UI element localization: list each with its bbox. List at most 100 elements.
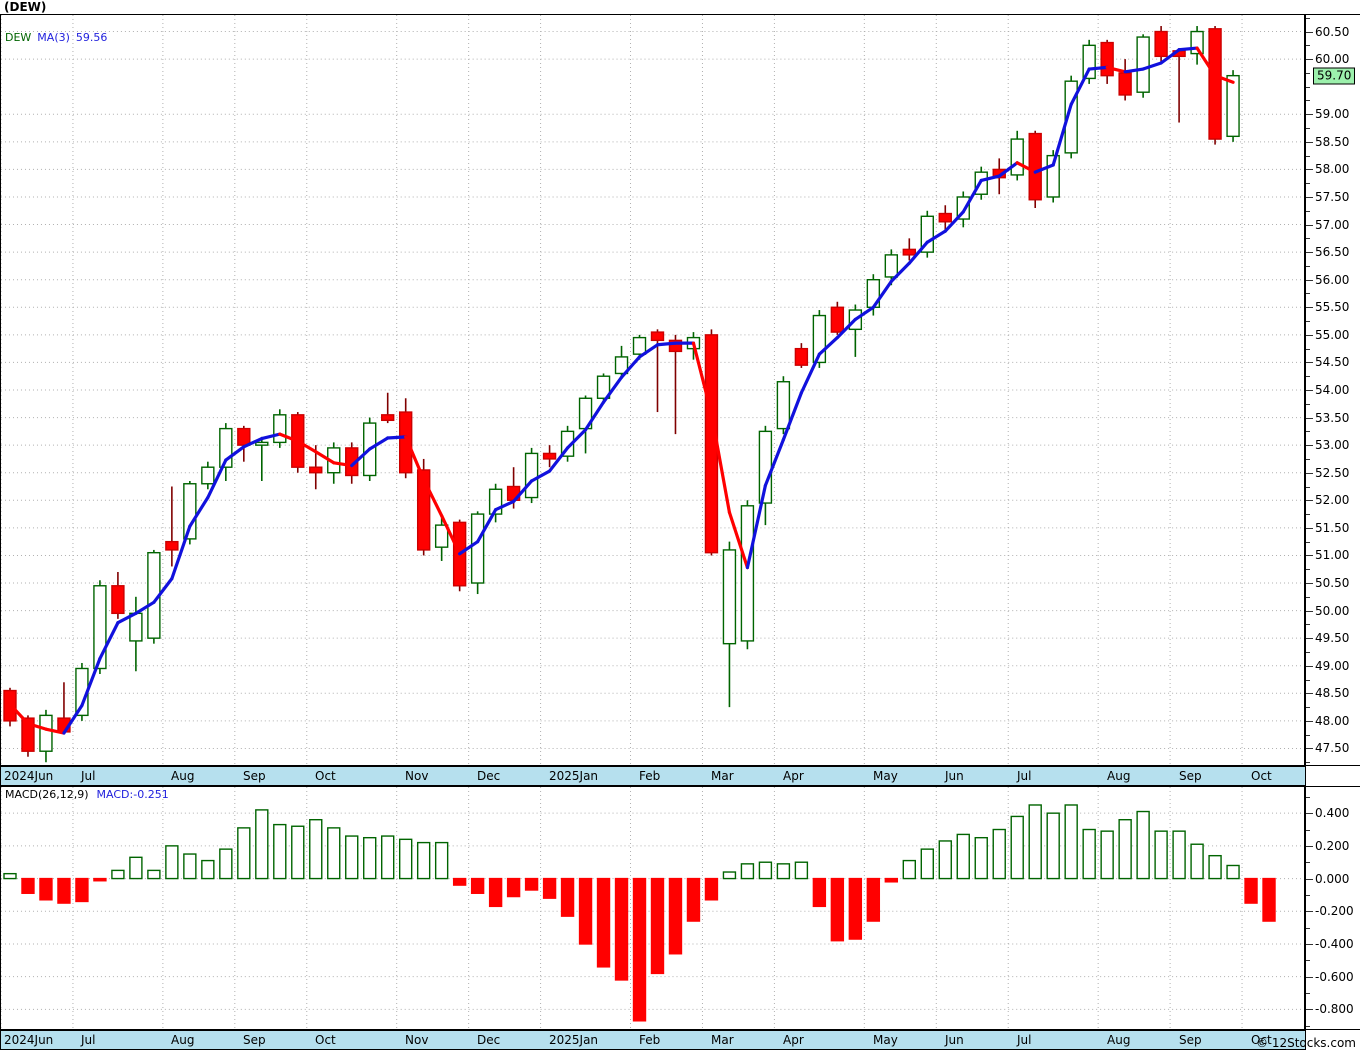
macd-histogram-bar — [309, 819, 323, 880]
macd-y-minor-tick — [1306, 960, 1310, 962]
candle — [794, 343, 809, 368]
date-axis-label: Jul — [81, 1033, 96, 1047]
date-axis-label: May — [873, 1033, 898, 1047]
macd-histogram-bar — [1028, 804, 1042, 880]
date-axis-label: Feb — [639, 1033, 661, 1047]
macd-histogram-bar — [668, 877, 683, 955]
date-axis-label: Oct — [1251, 769, 1272, 783]
price-y-tick-label: 55.00 — [1315, 327, 1350, 342]
macd-y-minor-tick — [1306, 927, 1310, 929]
macd-histogram-bar — [902, 859, 916, 880]
price-y-tick-label: 57.00 — [1315, 217, 1350, 232]
price-y-minor-tick — [1306, 486, 1310, 488]
price-y-tick-label: 54.50 — [1315, 355, 1350, 370]
macd-histogram-bar — [650, 877, 665, 975]
macd-legend-value: MACD:-0.251 — [96, 788, 169, 801]
candle — [1082, 39, 1096, 84]
macd-histogram-bar — [470, 877, 485, 894]
price-y-minor-tick — [1306, 651, 1310, 653]
title-bar: (DEW) — [0, 0, 1360, 14]
price-y-tick-label: 50.50 — [1315, 576, 1350, 590]
last-price-tag: 59.70 — [1313, 67, 1356, 85]
macd-y-tick — [1306, 813, 1313, 815]
date-axis-label: 2024Jun — [4, 769, 54, 783]
candle — [1208, 26, 1222, 145]
macd-y-axis: 0.400 0.200 0.000 -0.200 -0.400 -0.600 -0.800 — [1306, 786, 1360, 1030]
date-axis-label: Mar — [711, 769, 734, 783]
macd-histogram-bar — [129, 856, 143, 880]
macd-histogram-bar — [1208, 854, 1222, 880]
candle — [542, 445, 557, 468]
macd-y-tick-label: 0.000 — [1315, 871, 1350, 886]
date-axis-label: Jul — [1017, 1033, 1032, 1047]
date-axis-label: 2025Jan — [549, 1033, 599, 1047]
price-y-minor-tick — [1306, 348, 1310, 350]
macd-histogram-bar — [57, 877, 71, 904]
macd-y-tick — [1306, 911, 1313, 913]
macd-y-minor-tick — [1306, 796, 1310, 798]
candle — [1172, 48, 1186, 123]
price-y-tick-label: 49.50 — [1315, 631, 1350, 646]
macd-histogram-bar — [506, 877, 521, 898]
price-y-minor-tick — [1306, 183, 1310, 185]
price-y-tick — [1306, 527, 1313, 529]
price-y-tick-label: 57.50 — [1315, 189, 1350, 204]
macd-histogram-bar — [1244, 877, 1258, 904]
macd-histogram-bar — [776, 863, 791, 880]
macd-plot-svg — [1, 787, 1304, 1029]
macd-histogram-bar — [237, 827, 251, 880]
date-axis-label: May — [873, 769, 898, 783]
price-y-tick-label: 52.00 — [1315, 493, 1350, 508]
macd-chart-panel[interactable]: MACD(26,12,9) MACD:-0.251 — [0, 786, 1306, 1030]
price-y-tick — [1306, 279, 1313, 281]
price-y-tick — [1306, 141, 1313, 143]
candle — [1154, 26, 1168, 62]
macd-histogram-bar — [866, 877, 881, 922]
macd-histogram-bar — [3, 872, 17, 880]
date-axis-label: Sep — [243, 1033, 266, 1047]
candle — [129, 596, 143, 672]
macd-histogram-bar — [992, 828, 1006, 880]
price-y-minor-tick — [1306, 293, 1310, 295]
price-y-tick-label: 60.50 — [1315, 24, 1350, 39]
macd-histogram-bar — [273, 823, 287, 880]
macd-y-tick-label: -0.400 — [1315, 936, 1354, 951]
legend-symbol: DEW — [5, 31, 32, 44]
macd-y-tick-label: 0.400 — [1315, 806, 1350, 821]
macd-histogram-bar — [452, 877, 467, 886]
price-y-minor-tick — [1306, 100, 1310, 102]
candle — [596, 373, 611, 404]
ma3-line — [8, 46, 1235, 735]
price-y-minor-tick — [1306, 541, 1310, 543]
price-chart-panel[interactable]: DEW MA(3) 59.56 — [0, 14, 1306, 766]
candle — [740, 500, 755, 650]
date-axis-label: Aug — [1107, 769, 1131, 783]
macd-histogram-bar — [1190, 843, 1204, 880]
macd-histogram-bar — [21, 877, 35, 894]
candle — [722, 541, 737, 708]
candle — [219, 423, 233, 481]
candle — [111, 571, 125, 619]
candle — [470, 511, 485, 595]
price-y-minor-tick — [1306, 155, 1310, 157]
macd-histogram-bar — [291, 825, 305, 880]
macd-histogram-bar — [255, 809, 269, 880]
macd-histogram-bar — [327, 827, 341, 880]
price-y-minor-tick — [1306, 72, 1310, 74]
macd-histogram-bar — [956, 833, 970, 880]
price-y-minor-tick — [1306, 376, 1310, 378]
price-y-tick — [1306, 665, 1313, 667]
date-axis-label: Aug — [171, 1033, 195, 1047]
price-y-minor-tick — [1306, 596, 1310, 598]
price-y-tick-label: 50.00 — [1315, 603, 1350, 618]
macd-histogram-bar — [632, 877, 647, 1022]
macd-y-tick-label: 0.200 — [1315, 838, 1350, 853]
macd-histogram-bar — [1136, 810, 1150, 880]
price-y-tick-label: 49.00 — [1315, 658, 1350, 673]
candle — [650, 329, 665, 413]
macd-histogram-bar — [1082, 828, 1096, 880]
price-y-tick — [1306, 59, 1313, 61]
macd-histogram-bar — [345, 835, 359, 880]
price-y-tick-label: 47.50 — [1315, 741, 1350, 756]
price-y-tick-label: 58.50 — [1315, 134, 1350, 149]
